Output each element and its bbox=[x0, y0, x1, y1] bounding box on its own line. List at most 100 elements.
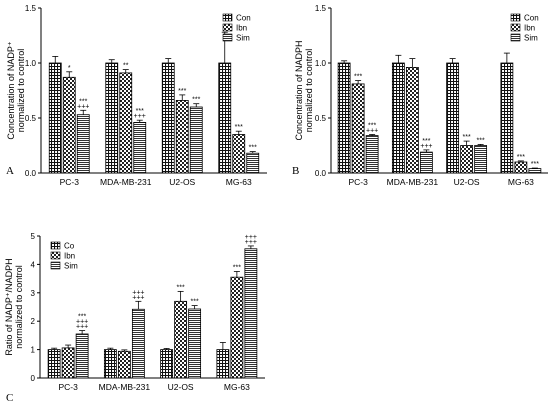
panel-a-y-tick-label: 0.5 bbox=[25, 114, 37, 123]
panel-a-chart: 0.0 0.5 1.0 1.5 Concentration of NADP⁺ normal… bbox=[6, 4, 267, 187]
panel-c-significance-label: *** bbox=[191, 299, 199, 306]
panel-a-bar bbox=[133, 122, 147, 174]
panel-c-bar bbox=[61, 347, 75, 379]
panel-b-legend-label: Sim bbox=[524, 34, 538, 43]
panel-b-y-tick-label: 1.0 bbox=[315, 59, 327, 68]
panel-a-y-tick-label: 0.0 bbox=[25, 169, 37, 178]
panel-a-legend-swatch bbox=[222, 13, 233, 22]
panel-c-legend-label: Co bbox=[64, 242, 75, 251]
panel-a-significance-label: *** bbox=[79, 98, 87, 105]
panel-b-legend-swatch bbox=[510, 13, 521, 22]
panel-c-legend-swatch bbox=[50, 261, 61, 270]
panel-b-x-tick-label: PC-3 bbox=[348, 177, 368, 187]
panel-c-bar bbox=[47, 349, 61, 379]
panel-a-significance-label: *** bbox=[249, 145, 257, 152]
panel-b-bar bbox=[391, 62, 405, 174]
panel-c-legend-swatch bbox=[50, 251, 61, 260]
panel-c-bar bbox=[103, 349, 117, 379]
panel-c-y-tick-label: 0 bbox=[31, 374, 36, 383]
panel-c-y-tick-label: 4 bbox=[31, 260, 36, 269]
panel-b-bar bbox=[514, 161, 528, 174]
panel-a-significance-label: *** bbox=[136, 108, 144, 115]
panel-b-bar bbox=[500, 62, 514, 174]
panel-a-bar bbox=[218, 62, 232, 174]
panel-c-bar bbox=[188, 308, 202, 379]
panel-a-bar bbox=[76, 114, 90, 174]
panel-b-legend-label: Ibn bbox=[524, 24, 535, 33]
panel-b-legend-swatch bbox=[510, 33, 521, 42]
panel-a-legend-label: Sim bbox=[236, 34, 250, 43]
panel-c-y-axis-label: normalized to control bbox=[14, 265, 24, 349]
panel-b-x-tick-label: U2-OS bbox=[454, 177, 480, 187]
panel-a-y-tick-label: 1.5 bbox=[25, 4, 37, 13]
panel-c-y-tick-label: 1 bbox=[31, 346, 36, 355]
panel-c-bar bbox=[244, 248, 258, 379]
panel-c-x-tick-label: U2-OS bbox=[168, 382, 194, 392]
panel-a-significance-label: +++ bbox=[134, 113, 146, 120]
panel-c-significance-label: *** bbox=[233, 265, 241, 272]
panel-letter-c: C bbox=[6, 392, 14, 404]
panel-a-y-tick-label: 1.0 bbox=[25, 59, 37, 68]
panel-b-significance-label: *** bbox=[477, 137, 485, 144]
panel-c-significance-label: +++ bbox=[132, 289, 144, 296]
panel-b-bar bbox=[528, 168, 542, 174]
panel-c-legend-label: Sim bbox=[64, 262, 78, 271]
panel-b-bar bbox=[474, 145, 488, 174]
panel-c-chart: 0 1 2 3 4 5 Ratio of NADP⁺/NADPH normalized to … bbox=[4, 232, 265, 392]
panel-a-bar bbox=[246, 152, 260, 174]
panel-c-bar bbox=[117, 350, 131, 379]
panel-b-bar bbox=[351, 83, 365, 174]
panel-letter-a: A bbox=[6, 165, 14, 177]
panel-c-x-tick-label: PC-3 bbox=[58, 382, 78, 392]
panel-b-y-axis-label: normalized to control bbox=[304, 49, 314, 133]
panel-b-significance-label: *** bbox=[463, 134, 471, 141]
panel-a-x-tick-label: PC-3 bbox=[60, 177, 80, 187]
panel-b-significance-label: +++ bbox=[366, 128, 378, 135]
panel-a-bar bbox=[119, 72, 133, 174]
panel-a-legend-label: Ibn bbox=[236, 24, 247, 33]
panel-c-y-axis-label: Ratio of NADP⁺/NADPH bbox=[4, 258, 14, 355]
panel-b-y-tick-label: 0.0 bbox=[315, 169, 327, 178]
panel-b-x-tick-label: MG-63 bbox=[508, 177, 534, 187]
panel-a-bar bbox=[161, 62, 175, 174]
panel-b-significance-label: *** bbox=[354, 74, 362, 81]
panel-c-significance-label: +++ bbox=[132, 294, 144, 301]
panel-c-y-tick-label: 5 bbox=[31, 232, 36, 241]
panel-b-chart: 0.0 0.5 1.0 1.5 Concentration of NADPH normal… bbox=[294, 4, 548, 187]
panel-a-bar bbox=[62, 76, 76, 174]
panel-b-y-tick-label: 0.5 bbox=[315, 114, 327, 123]
panel-a-significance-label: *** bbox=[178, 88, 186, 95]
panel-a-significance-label: ** bbox=[123, 63, 129, 70]
panel-a-legend-label: Con bbox=[236, 14, 251, 23]
panel-a-bar bbox=[105, 62, 119, 174]
panel-b-legend-swatch bbox=[510, 23, 521, 32]
panel-c-y-tick-label: 3 bbox=[31, 289, 36, 298]
panel-b-significance-label: +++ bbox=[420, 143, 432, 150]
panel-c-bar bbox=[75, 333, 89, 379]
panel-b-significance-label: *** bbox=[517, 154, 525, 161]
panel-c-significance-label: +++ bbox=[76, 319, 88, 326]
panel-b-x-tick-label: MDA-MB-231 bbox=[387, 177, 439, 187]
panel-b-bar bbox=[337, 62, 351, 174]
panel-a-significance-label: *** bbox=[235, 124, 243, 131]
panel-b-significance-label: *** bbox=[422, 138, 430, 145]
panel-b-significance-label: *** bbox=[368, 123, 376, 130]
panel-c-y-tick-label: 2 bbox=[31, 317, 36, 326]
panel-c-bar bbox=[230, 276, 244, 379]
panel-c-x-tick-label: MG-63 bbox=[224, 382, 250, 392]
panel-c-significance-label: +++ bbox=[245, 234, 257, 241]
panel-a-legend-swatch bbox=[222, 23, 233, 32]
panel-b-legend-label: Con bbox=[524, 14, 539, 23]
panel-b-bar bbox=[446, 62, 460, 174]
panel-a-bar bbox=[175, 100, 189, 174]
panel-a-significance-label: * bbox=[68, 65, 71, 72]
panel-a-significance-label: *** bbox=[192, 97, 200, 104]
panel-a-x-tick-label: MG-63 bbox=[226, 177, 252, 187]
panel-c-bar bbox=[160, 349, 174, 379]
panel-c-bar bbox=[174, 300, 188, 379]
panel-b-bar bbox=[419, 151, 433, 174]
panel-c-legend-label: Ibn bbox=[64, 252, 75, 261]
panel-a-x-tick-label: U2-OS bbox=[169, 177, 195, 187]
panel-b-significance-label: *** bbox=[531, 161, 539, 168]
